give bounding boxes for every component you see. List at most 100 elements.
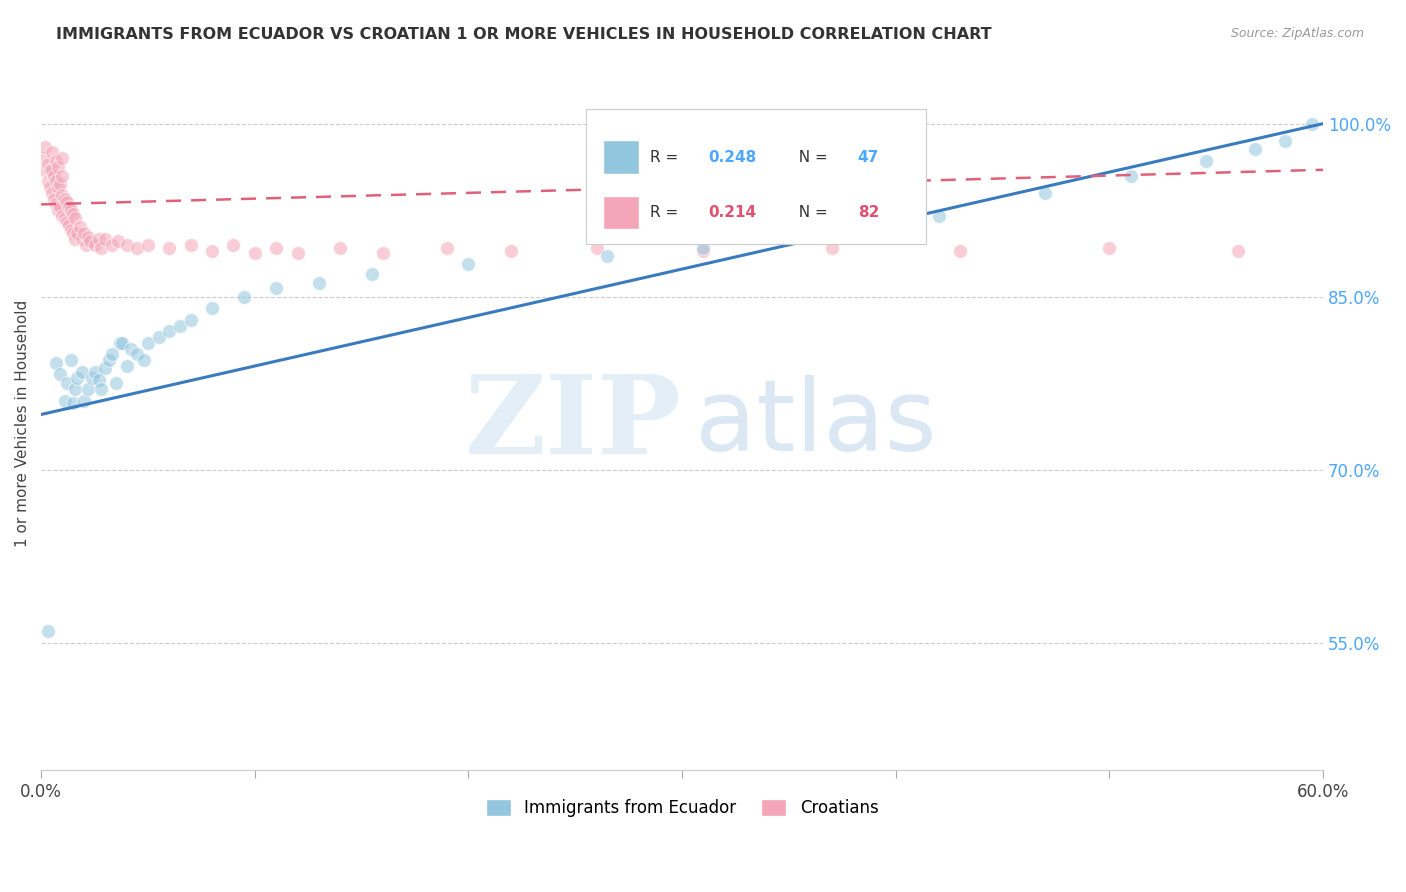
Point — [222, 237, 245, 252]
Point — [87, 373, 110, 387]
Point — [65, 211, 87, 226]
Point — [157, 241, 180, 255]
Point — [287, 246, 309, 260]
Point — [66, 227, 89, 241]
Point — [169, 318, 191, 333]
Point — [53, 192, 76, 206]
Point — [83, 365, 105, 379]
Point — [45, 355, 67, 369]
Point — [132, 353, 155, 368]
Point — [69, 220, 91, 235]
Point — [46, 161, 69, 175]
Point — [136, 237, 159, 252]
Text: 0.214: 0.214 — [707, 205, 756, 220]
Point — [157, 324, 180, 338]
Point — [37, 624, 59, 639]
Point — [45, 153, 67, 168]
Point — [62, 207, 84, 221]
Point — [77, 229, 100, 244]
Point — [928, 209, 950, 223]
Point — [180, 313, 202, 327]
Point — [58, 200, 80, 214]
Point — [46, 203, 69, 218]
Point — [60, 203, 83, 218]
Point — [79, 235, 101, 249]
Point — [329, 241, 352, 255]
Point — [842, 220, 865, 235]
Text: N =: N = — [789, 205, 832, 220]
Point — [62, 227, 84, 241]
Point — [100, 347, 122, 361]
Point — [148, 330, 170, 344]
Point — [821, 241, 844, 255]
Point — [45, 174, 67, 188]
Point — [596, 249, 619, 263]
Point — [41, 186, 63, 200]
Point — [436, 241, 458, 255]
Point — [1274, 134, 1296, 148]
Point — [41, 162, 63, 177]
Point — [55, 376, 77, 391]
Text: IMMIGRANTS FROM ECUADOR VS CROATIAN 1 OR MORE VEHICLES IN HOUSEHOLD CORRELATION : IMMIGRANTS FROM ECUADOR VS CROATIAN 1 OR… — [56, 27, 991, 42]
Point — [104, 376, 127, 391]
Point — [37, 157, 59, 171]
Point — [51, 169, 73, 183]
Point — [77, 382, 100, 396]
Point — [70, 365, 93, 379]
Point — [127, 347, 149, 361]
Point — [949, 244, 972, 258]
Point — [73, 227, 96, 241]
Point — [65, 232, 87, 246]
Point — [1119, 169, 1142, 183]
Point — [66, 370, 89, 384]
Text: N =: N = — [789, 150, 832, 165]
Point — [60, 223, 83, 237]
Point — [82, 370, 104, 384]
Point — [1333, 241, 1355, 255]
Point — [107, 235, 129, 249]
Point — [34, 162, 56, 177]
Text: R =: R = — [650, 150, 683, 165]
Point — [53, 211, 76, 226]
FancyBboxPatch shape — [603, 196, 638, 229]
Point — [1098, 241, 1121, 255]
Point — [42, 169, 65, 183]
Text: Source: ZipAtlas.com: Source: ZipAtlas.com — [1230, 27, 1364, 40]
Point — [308, 276, 330, 290]
Point — [73, 393, 96, 408]
Point — [1243, 142, 1265, 156]
Point — [233, 290, 256, 304]
Text: 82: 82 — [858, 205, 879, 220]
Point — [51, 151, 73, 165]
Point — [75, 237, 97, 252]
Point — [32, 151, 55, 165]
Point — [46, 180, 69, 194]
Y-axis label: 1 or more Vehicles in Household: 1 or more Vehicles in Household — [15, 300, 30, 548]
Point — [120, 342, 142, 356]
Point — [1226, 244, 1249, 258]
Point — [1194, 153, 1216, 168]
Point — [264, 280, 287, 294]
Point — [1301, 117, 1323, 131]
Point — [38, 180, 60, 194]
Point — [94, 361, 117, 376]
Point — [243, 246, 266, 260]
Point — [100, 237, 122, 252]
Point — [83, 237, 105, 252]
Point — [53, 393, 76, 408]
Point — [41, 145, 63, 160]
Point — [45, 197, 67, 211]
Point — [49, 177, 72, 191]
Point — [62, 396, 84, 410]
Point — [115, 359, 138, 373]
Point — [94, 232, 117, 246]
Point — [87, 232, 110, 246]
Text: R =: R = — [650, 205, 683, 220]
Point — [51, 209, 73, 223]
Point — [65, 382, 87, 396]
Point — [201, 244, 224, 258]
Text: ZIP: ZIP — [465, 370, 682, 477]
Point — [1035, 186, 1057, 200]
Point — [585, 241, 607, 255]
Point — [361, 267, 384, 281]
